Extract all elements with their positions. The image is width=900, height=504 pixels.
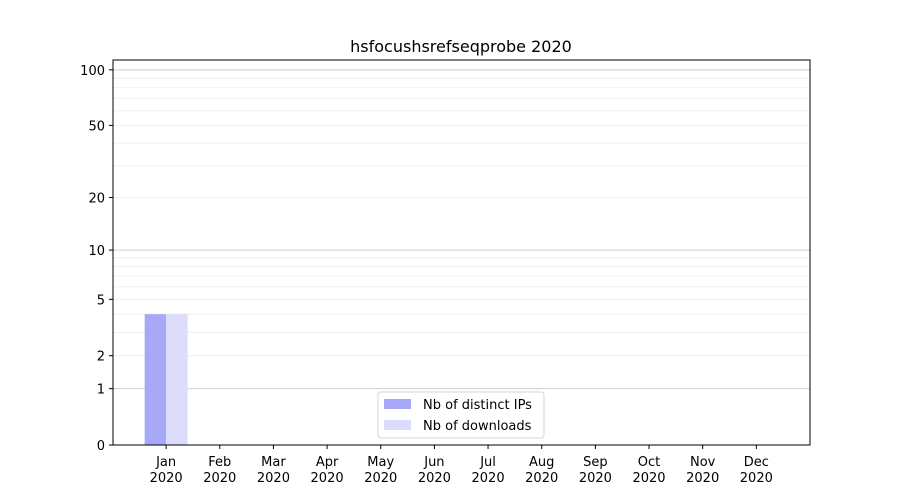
bar-distinct-ips <box>144 314 167 445</box>
bar-downloads <box>166 314 188 445</box>
y-tick-label: 5 <box>97 293 105 308</box>
x-tick-label: Jun <box>423 455 444 470</box>
x-tick-label: 2020 <box>579 471 612 486</box>
plot-frame <box>112 59 811 446</box>
x-tick-label: Oct <box>638 455 660 470</box>
x-tick-label: Dec <box>744 455 769 470</box>
y-tick-label: 10 <box>88 244 105 259</box>
x-tick-label: 2020 <box>311 471 344 486</box>
x-tick-label: Sep <box>583 455 608 470</box>
x-tick-label: 2020 <box>150 471 183 486</box>
y-tick-label: 2 <box>97 350 105 365</box>
x-tick-label: 2020 <box>364 471 397 486</box>
x-tick-label: 2020 <box>418 471 451 486</box>
x-tick-label: Jan <box>155 455 176 470</box>
x-tick-label: 2020 <box>203 471 236 486</box>
x-tick-label: 2020 <box>740 471 773 486</box>
x-tick-label: 2020 <box>525 471 558 486</box>
x-tick-label: Apr <box>316 455 339 470</box>
x-tick-label: Feb <box>208 455 231 470</box>
y-tick-label: 1 <box>97 383 105 398</box>
legend-swatch <box>384 420 411 430</box>
legend-swatch <box>384 399 411 409</box>
y-tick-label: 20 <box>88 192 105 207</box>
legend-box <box>377 391 545 439</box>
x-tick-label: May <box>367 455 394 470</box>
y-tick-label: 0 <box>97 439 105 454</box>
y-tick-label: 100 <box>80 64 105 79</box>
y-tick-label: 50 <box>88 119 105 134</box>
legend: Nb of distinct IPs Nb of downloads <box>377 391 545 439</box>
x-tick-label: Aug <box>529 455 554 470</box>
x-tick-label: 2020 <box>686 471 719 486</box>
chart-title: hsfocushsrefseqprobe 2020 <box>350 37 572 56</box>
x-tick-label: 2020 <box>632 471 665 486</box>
x-tick-label: Nov <box>690 455 716 470</box>
x-tick-label: 2020 <box>257 471 290 486</box>
x-tick-label: Mar <box>261 455 286 470</box>
x-tick-label: 2020 <box>472 471 505 486</box>
legend-label: Nb of downloads <box>423 419 532 434</box>
x-tick-label: Jul <box>479 455 496 470</box>
legend-label: Nb of distinct IPs <box>423 398 532 413</box>
